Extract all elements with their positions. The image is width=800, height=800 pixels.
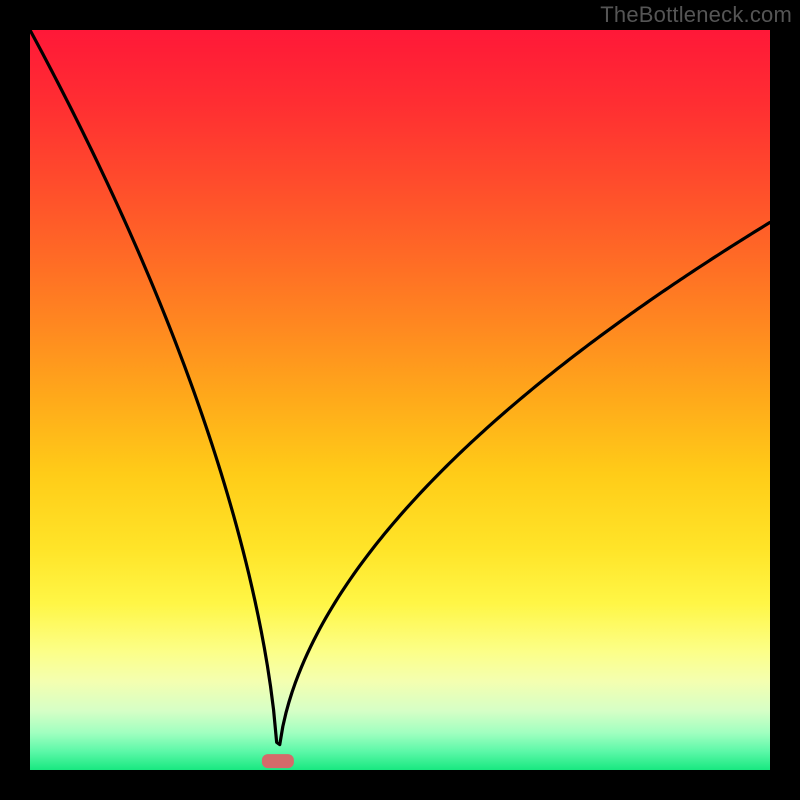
bottleneck-curve-chart <box>0 0 800 800</box>
watermark-text: TheBottleneck.com <box>600 2 792 28</box>
minimum-marker <box>262 754 294 768</box>
plot-background <box>30 30 770 770</box>
chart-container: { "watermark": { "text": "TheBottleneck.… <box>0 0 800 800</box>
